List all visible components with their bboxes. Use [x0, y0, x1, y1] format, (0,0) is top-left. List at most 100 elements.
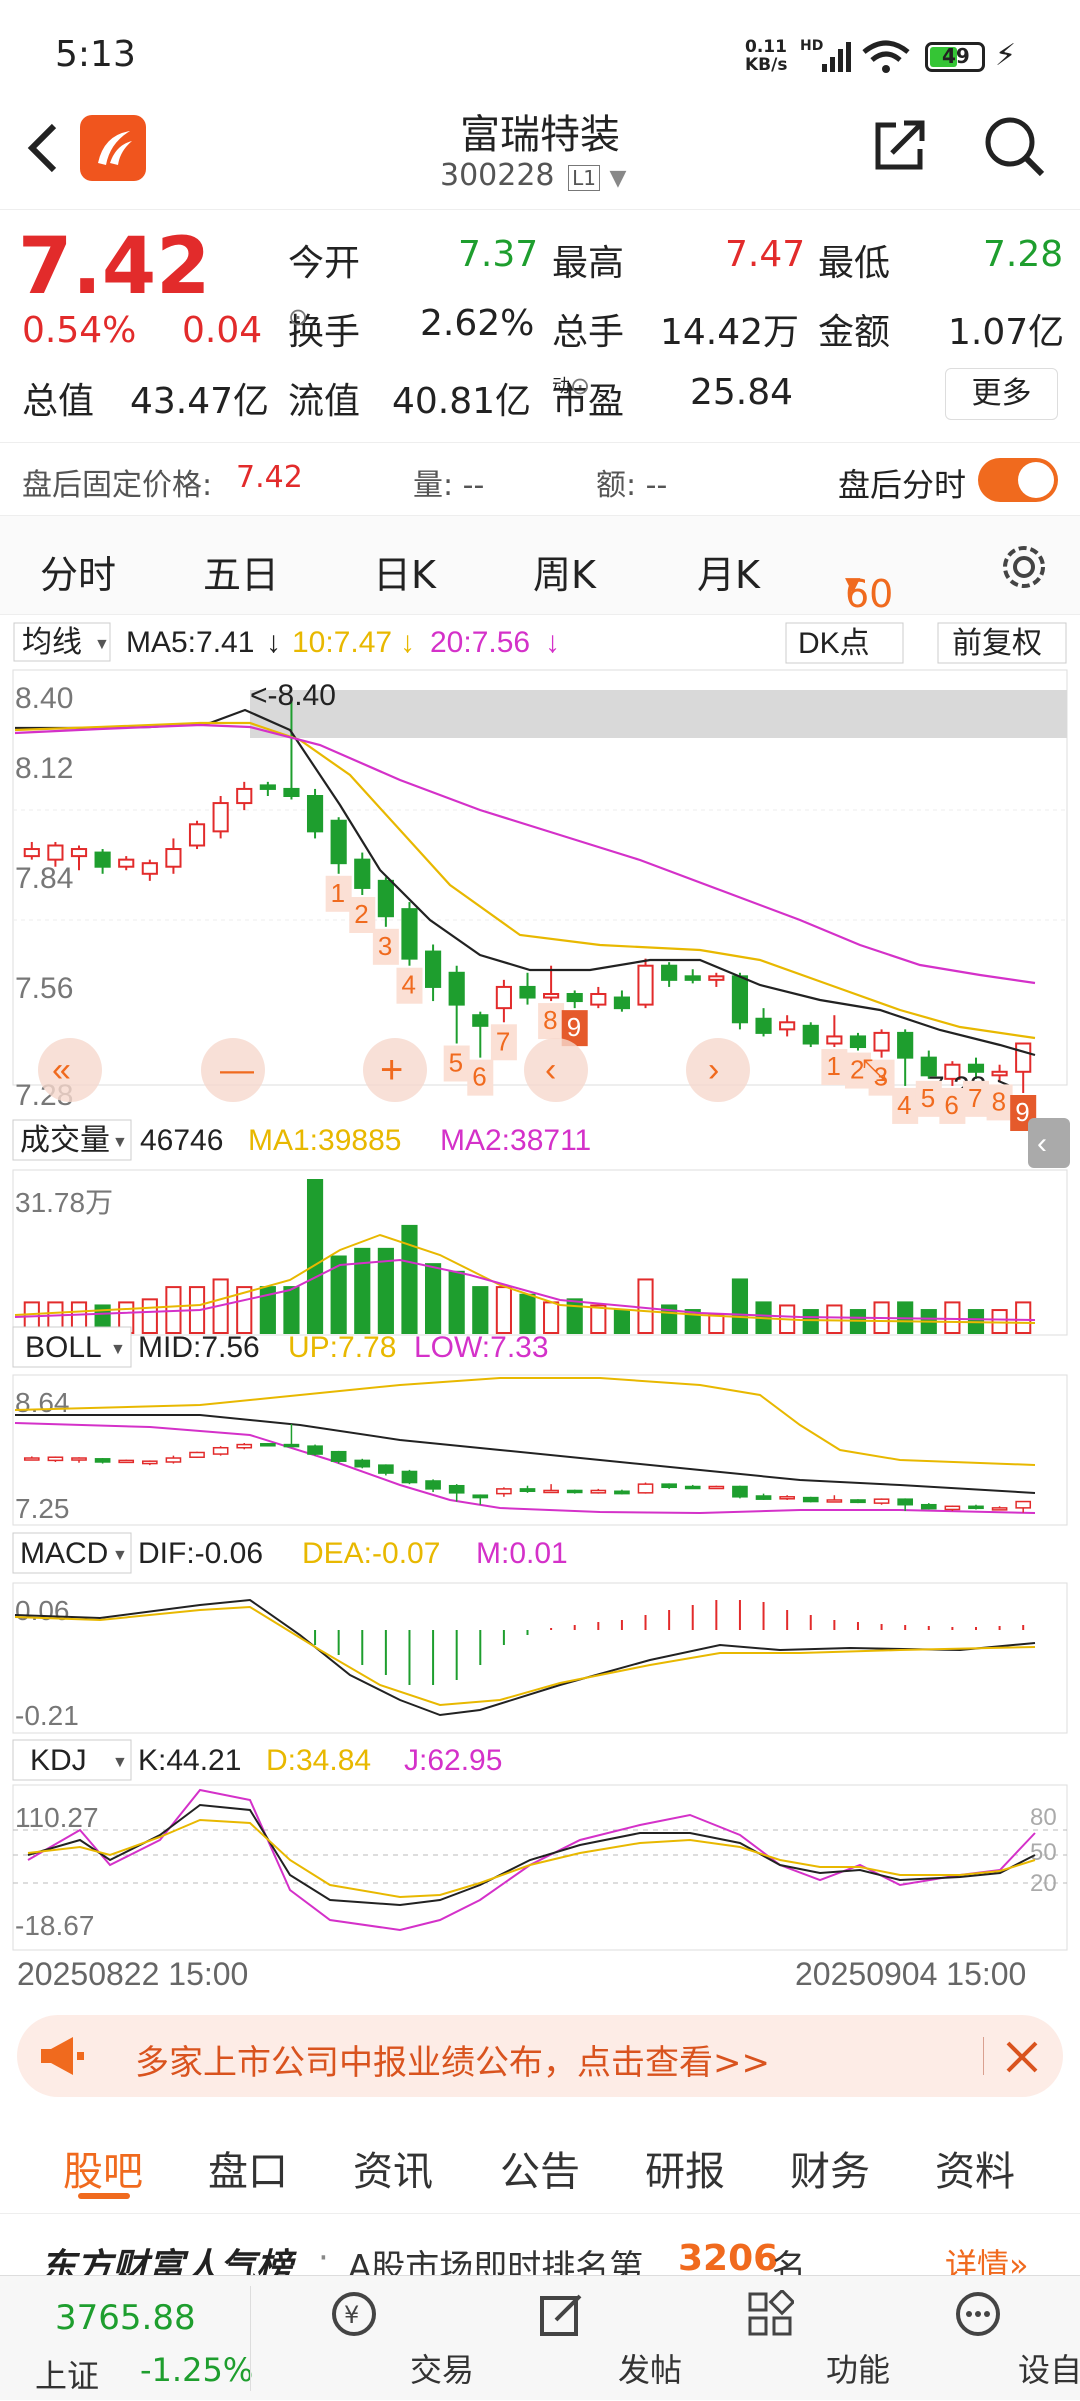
high-marker: <-8.40	[250, 679, 336, 712]
volume-bar	[519, 1293, 536, 1334]
zoom-in-button[interactable]: +	[363, 1038, 427, 1102]
sequence-marker: 1	[331, 878, 345, 908]
rank-text: A股市场即时排名第	[348, 2248, 644, 2280]
fullscreen-icon[interactable]: ⤡	[862, 1054, 886, 1087]
candle	[212, 802, 229, 833]
boll-candle	[732, 1485, 748, 1498]
boll-candle	[448, 1484, 465, 1494]
more-button[interactable]: 更多	[945, 368, 1058, 420]
ma-indicator-select[interactable]	[13, 622, 111, 662]
close-icon[interactable]	[1002, 2037, 1042, 2077]
volume-indicator-select[interactable]	[12, 1119, 132, 1161]
tab-monthly-k[interactable]: 月K	[697, 553, 760, 597]
adjust-button[interactable]	[937, 622, 1067, 664]
tab-finance[interactable]: 财务	[790, 2149, 870, 2195]
sequence-marker: 2	[354, 899, 368, 929]
candle	[590, 993, 607, 1006]
settings-icon[interactable]	[998, 541, 1050, 593]
candle	[118, 858, 135, 868]
stock-name: 富瑞特装	[460, 112, 620, 158]
battery-icon: 49	[925, 42, 985, 72]
boll-candle	[968, 1505, 984, 1510]
trade-button[interactable]: ¥ 交易	[262, 2276, 474, 2401]
amount-label: 金额	[818, 312, 891, 353]
high-band	[250, 690, 1067, 738]
sequence-marker: 8	[992, 1086, 1006, 1116]
macd-dea: DEA:-0.07	[302, 1537, 440, 1570]
banner-text: 多家上市公司中报业绩公布，点击查看>>	[135, 2043, 770, 2083]
sequence-marker: 5	[449, 1048, 463, 1078]
high-label: 最高	[552, 243, 625, 284]
sequence-marker: 8	[543, 1005, 557, 1035]
rank-suffix: 名	[772, 2248, 806, 2280]
tab-profile[interactable]: 资料	[935, 2149, 1015, 2195]
add-favorite-button[interactable]: 设自选	[886, 2276, 1080, 2401]
adjust-label: 前复权	[952, 627, 1042, 660]
boll-candle	[401, 1470, 418, 1484]
volume-bar	[613, 1309, 631, 1334]
back-icon[interactable]	[22, 118, 62, 178]
boll-indicator-select[interactable]	[12, 1326, 132, 1368]
open-label: 今开	[288, 243, 361, 284]
kdj-d-line	[27, 1818, 1036, 1899]
tab-research[interactable]: 研报	[645, 2149, 725, 2195]
period-tabs: 分时 五日 日K 周K 月K 60分 ▼	[0, 515, 1080, 669]
post-button[interactable]: 发帖	[470, 2276, 682, 2401]
pe-value: 25.84	[690, 372, 794, 413]
volume-label: 成交量	[20, 1124, 110, 1157]
charging-icon: ⚡	[995, 38, 1017, 73]
tab-daily-k[interactable]: 日K	[373, 553, 436, 597]
rank-detail-link[interactable]: 详情»	[945, 2246, 1029, 2280]
macd-indicator-select[interactable]	[12, 1532, 132, 1574]
dk-point-button[interactable]	[785, 622, 904, 664]
candle-series	[23, 697, 1032, 1093]
tab-guba[interactable]: 股吧	[63, 2149, 143, 2195]
boll-candle	[236, 1443, 253, 1449]
collapse-panel-button[interactable]	[1028, 1118, 1070, 1168]
pe-label[interactable]: 市盈动 ⊙	[552, 372, 625, 422]
volume-bar	[826, 1304, 843, 1335]
kdj-indicator-select[interactable]	[12, 1739, 132, 1781]
candle	[354, 858, 371, 889]
ma5-text: MA5:7.41	[126, 626, 254, 659]
svg-text:«: «	[52, 1051, 71, 1089]
volume-value: 14.42万	[660, 312, 800, 353]
boll-candle	[850, 1499, 866, 1504]
announcement-banner[interactable]: 多家上市公司中报业绩公布，点击查看>>	[17, 2015, 1063, 2097]
step-left-button[interactable]: ‹	[524, 1038, 588, 1102]
candle	[519, 985, 536, 999]
tab-announcements[interactable]: 公告	[500, 2149, 580, 2195]
stock-code[interactable]: 300228 L1 ▼	[440, 158, 627, 193]
index-ticker[interactable]: 3765.88 上证 -1.25%	[0, 2276, 253, 2401]
svg-text:¥: ¥	[344, 2301, 359, 2329]
tab-intraday[interactable]: 分时	[40, 553, 117, 597]
sequence-marker-box	[490, 1024, 517, 1061]
boll-candle	[637, 1483, 654, 1494]
tab-news[interactable]: 资讯	[353, 2149, 433, 2195]
macd-dif-line	[14, 1598, 1036, 1717]
share-icon[interactable]	[870, 115, 930, 175]
svg-text:▼: ▼	[112, 1134, 128, 1151]
dk-point-label: DK点	[798, 627, 870, 660]
boll-candle	[212, 1446, 229, 1455]
after-hours-label: 盘后固定价格:	[22, 468, 213, 503]
boll-candle	[920, 1503, 937, 1510]
tab-weekly-k[interactable]: 周K	[533, 553, 596, 597]
step-right-button[interactable]: ›	[686, 1038, 750, 1102]
search-icon[interactable]	[980, 112, 1050, 182]
popularity-rank-row[interactable]: 东方财富人气榜 · A股市场即时排名第 3206 名 详情»	[0, 2232, 1080, 2280]
tab-five-day[interactable]: 五日	[203, 553, 280, 597]
macd-y-tick: -0.21	[15, 1700, 79, 1731]
tab-pankou[interactable]: 盘口	[208, 2149, 288, 2195]
after-hours-toggle[interactable]	[978, 458, 1058, 502]
boll-candle	[330, 1450, 347, 1462]
status-time: 5:13	[55, 34, 136, 75]
sequence-marker-box	[939, 1087, 966, 1124]
zoom-out-button[interactable]: —	[201, 1038, 265, 1102]
ma20-text: 20:7.56	[430, 626, 530, 659]
scroll-left-button[interactable]: «	[38, 1038, 102, 1102]
volume-bar	[944, 1301, 961, 1335]
functions-button[interactable]: 功能	[678, 2276, 890, 2401]
ma-indicator-label: 均线	[22, 626, 82, 659]
kline-chart[interactable]: 均线 ▼ MA5:7.41 ↓ 10:7.47 ↓ 20:7.56 ↓ DK点 …	[0, 615, 1080, 2000]
